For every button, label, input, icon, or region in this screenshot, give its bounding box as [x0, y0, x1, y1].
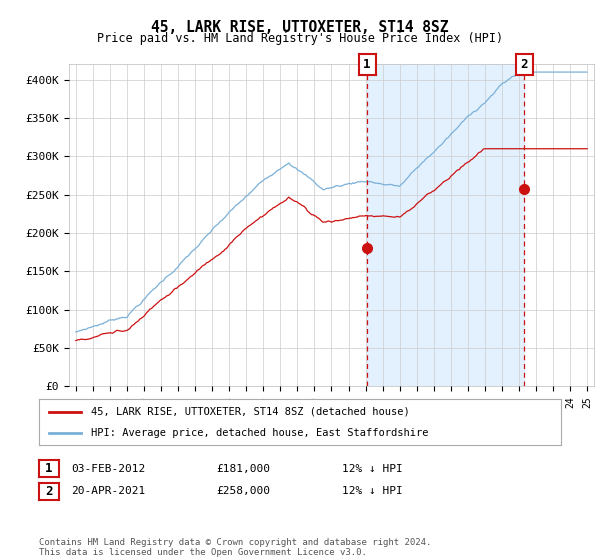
Text: 12% ↓ HPI: 12% ↓ HPI — [342, 486, 403, 496]
Text: HPI: Average price, detached house, East Staffordshire: HPI: Average price, detached house, East… — [91, 428, 428, 438]
Text: 2: 2 — [45, 484, 53, 498]
Text: Price paid vs. HM Land Registry's House Price Index (HPI): Price paid vs. HM Land Registry's House … — [97, 32, 503, 45]
Text: 45, LARK RISE, UTTOXETER, ST14 8SZ (detached house): 45, LARK RISE, UTTOXETER, ST14 8SZ (deta… — [91, 407, 410, 417]
Text: 03-FEB-2012: 03-FEB-2012 — [71, 464, 145, 474]
Bar — [367, 64, 524, 386]
Text: £258,000: £258,000 — [216, 486, 270, 496]
Text: 20-APR-2021: 20-APR-2021 — [71, 486, 145, 496]
Text: £181,000: £181,000 — [216, 464, 270, 474]
Text: 1: 1 — [45, 462, 53, 475]
Text: 12% ↓ HPI: 12% ↓ HPI — [342, 464, 403, 474]
Text: 1: 1 — [364, 58, 371, 71]
Text: 45, LARK RISE, UTTOXETER, ST14 8SZ: 45, LARK RISE, UTTOXETER, ST14 8SZ — [151, 20, 449, 35]
Text: Contains HM Land Registry data © Crown copyright and database right 2024.
This d: Contains HM Land Registry data © Crown c… — [39, 538, 431, 557]
Text: 2: 2 — [520, 58, 528, 71]
